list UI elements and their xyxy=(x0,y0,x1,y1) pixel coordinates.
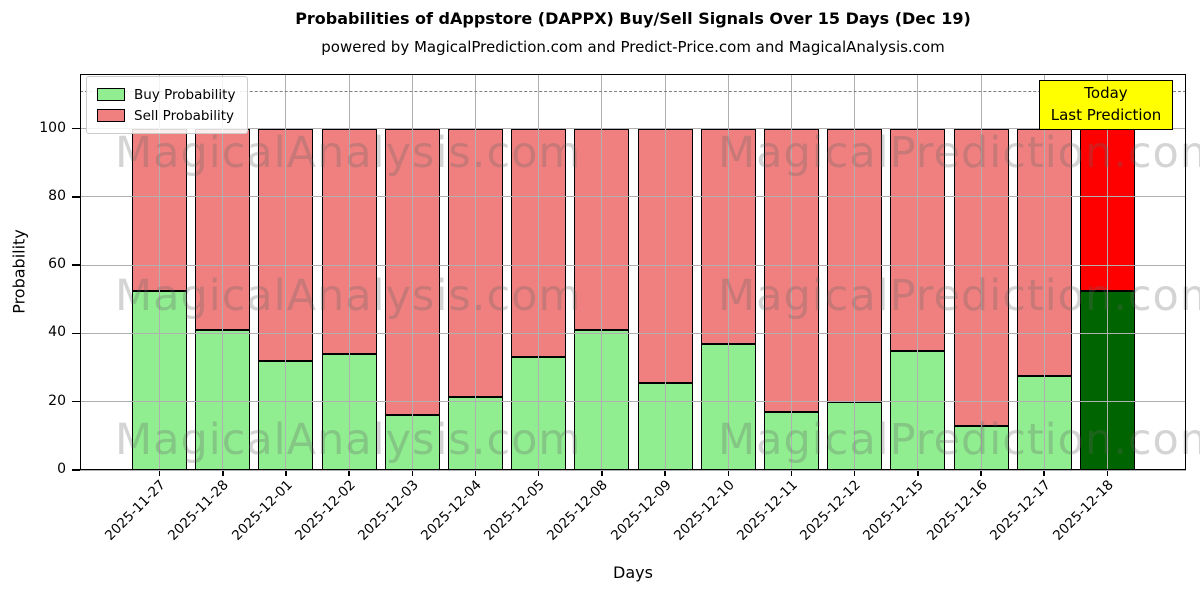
x-tick-mark xyxy=(1106,470,1109,476)
x-grid-line xyxy=(411,74,413,470)
x-grid-line xyxy=(980,74,982,470)
x-axis-label: Days xyxy=(613,563,653,582)
x-tick-mark xyxy=(1043,470,1045,476)
y-grid-line xyxy=(80,332,1186,334)
legend-item-buy: Buy Probability xyxy=(97,84,235,105)
x-tick-mark xyxy=(917,470,919,476)
x-grid-line xyxy=(1043,74,1045,470)
x-tick-label-text: 2025-12-12 xyxy=(797,477,864,544)
x-tick-mark xyxy=(853,470,856,476)
y-grid-line xyxy=(80,469,1186,471)
y-grid-line xyxy=(80,401,1186,403)
x-grid-line xyxy=(917,74,919,470)
x-tick-label-text: 2025-11-27 xyxy=(102,477,169,544)
x-tick-label-text: 2025-12-03 xyxy=(354,477,422,544)
legend-label-sell: Sell Probability xyxy=(134,107,235,124)
y-tick-mark xyxy=(72,127,80,130)
y-tick-label: 0 xyxy=(57,461,66,477)
today-annotation-line2: Last Prediction xyxy=(1050,106,1162,124)
x-tick-mark xyxy=(601,470,603,476)
chart-title: Probabilities of dAppstore (DAPPX) Buy/S… xyxy=(295,9,971,28)
x-tick-label-text: 2025-12-10 xyxy=(670,477,738,544)
chart-subtitle: powered by MagicalPrediction.com and Pre… xyxy=(321,38,945,56)
x-tick-label-text: 2025-12-11 xyxy=(733,477,801,544)
x-tick-mark xyxy=(222,470,224,476)
x-grid-line xyxy=(285,74,287,470)
y-tick-label: 60 xyxy=(48,256,66,273)
x-tick-mark xyxy=(664,470,666,476)
x-tick-label-text: 2025-12-04 xyxy=(418,477,485,544)
x-grid-line xyxy=(790,74,792,470)
x-tick-mark xyxy=(790,470,793,476)
dashed-threshold-line xyxy=(80,91,1186,93)
x-tick-label-text: 2025-12-17 xyxy=(986,477,1054,544)
x-tick-mark xyxy=(348,470,350,476)
x-tick-label-text: 2025-12-02 xyxy=(291,477,359,544)
x-tick-label-text: 2025-12-08 xyxy=(544,477,612,544)
today-annotation: Today Last Prediction xyxy=(1039,80,1173,130)
y-tick-mark xyxy=(72,264,80,266)
x-tick-label-text: 2025-12-09 xyxy=(607,477,675,544)
x-grid-line xyxy=(601,74,603,470)
x-grid-line xyxy=(664,74,666,470)
x-grid-line xyxy=(538,74,540,470)
x-tick-label-text: 2025-11-28 xyxy=(165,477,233,544)
x-tick-mark xyxy=(980,470,982,476)
y-tick-mark xyxy=(72,469,80,471)
y-tick-label: 100 xyxy=(39,119,66,136)
y-grid-line xyxy=(80,128,1186,130)
legend-label-buy: Buy Probability xyxy=(134,86,236,103)
x-tick-mark xyxy=(158,470,161,476)
x-tick-label-text: 2025-12-01 xyxy=(228,477,296,544)
x-grid-line xyxy=(222,74,224,470)
y-tick-mark xyxy=(72,332,80,335)
legend: Buy Probability Sell Probability xyxy=(86,76,249,134)
x-tick-label-text: 2025-12-05 xyxy=(481,477,549,544)
x-grid-line xyxy=(1106,74,1108,470)
x-tick-mark xyxy=(727,470,730,476)
x-grid-line xyxy=(854,74,856,470)
buy-swatch-icon xyxy=(97,88,125,101)
y-grid-line xyxy=(80,264,1186,266)
x-tick-mark xyxy=(411,470,414,476)
x-tick-mark xyxy=(474,470,477,476)
x-grid-line xyxy=(159,74,161,470)
x-grid-line xyxy=(475,74,477,470)
x-tick-label-text: 2025-12-18 xyxy=(1049,477,1117,544)
today-annotation-line1: Today xyxy=(1084,84,1128,103)
y-tick-label: 80 xyxy=(48,187,66,204)
legend-item-sell: Sell Probability xyxy=(97,105,235,126)
y-grid-line xyxy=(80,196,1186,198)
y-tick-mark xyxy=(72,400,80,403)
x-tick-mark xyxy=(537,470,540,476)
x-tick-label-text: 2025-12-16 xyxy=(923,477,991,544)
x-grid-line xyxy=(348,74,350,470)
y-tick-label: 40 xyxy=(48,324,66,341)
x-tick-label-text: 2025-12-15 xyxy=(860,477,928,544)
y-tick-label: 20 xyxy=(48,392,66,409)
sell-swatch-icon xyxy=(97,109,125,122)
y-tick-mark xyxy=(72,196,80,198)
x-tick-mark xyxy=(285,470,287,476)
x-grid-line xyxy=(727,74,729,470)
